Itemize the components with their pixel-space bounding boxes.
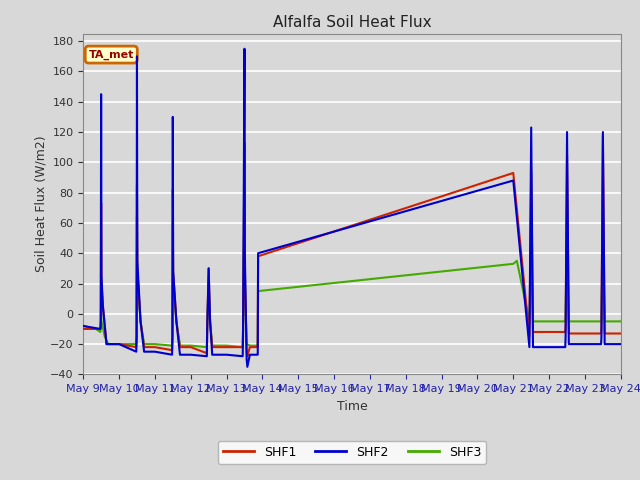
Text: TA_met: TA_met <box>88 49 134 60</box>
Y-axis label: Soil Heat Flux (W/m2): Soil Heat Flux (W/m2) <box>34 136 47 272</box>
X-axis label: Time: Time <box>337 400 367 413</box>
Title: Alfalfa Soil Heat Flux: Alfalfa Soil Heat Flux <box>273 15 431 30</box>
Legend: SHF1, SHF2, SHF3: SHF1, SHF2, SHF3 <box>218 441 486 464</box>
